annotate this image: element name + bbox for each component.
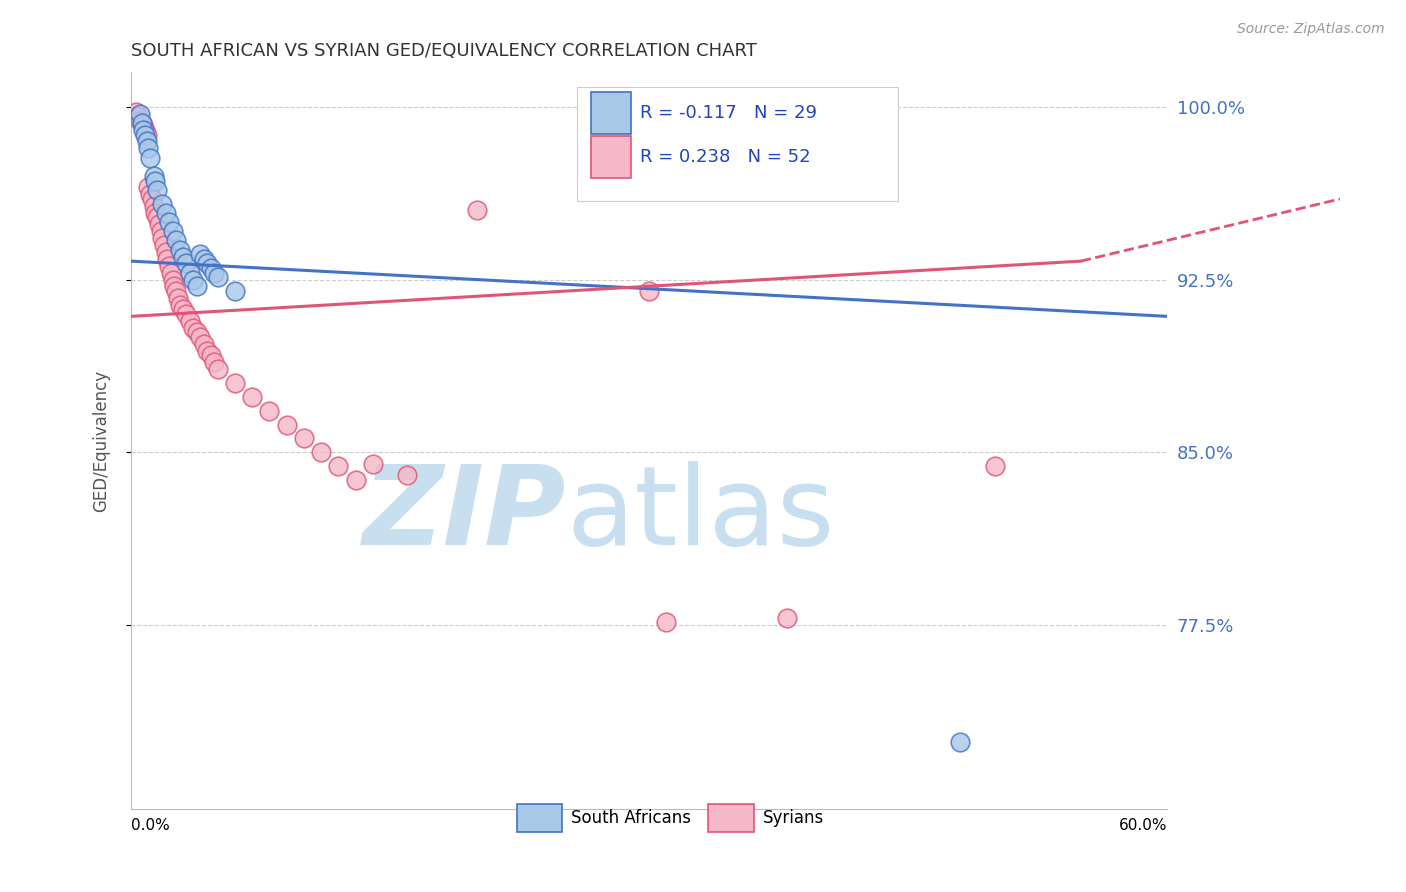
Point	[146, 183, 169, 197]
Point	[983, 458, 1005, 473]
Point	[165, 234, 187, 248]
Point	[186, 279, 208, 293]
Point	[949, 735, 972, 749]
Point	[155, 244, 177, 259]
Point	[188, 247, 211, 261]
Point	[162, 224, 184, 238]
Point	[638, 284, 661, 298]
Text: 0.0%: 0.0%	[131, 818, 170, 833]
Point	[127, 109, 149, 123]
Point	[193, 337, 215, 351]
Point	[143, 173, 166, 187]
Point	[155, 206, 177, 220]
Point	[166, 291, 188, 305]
Point	[172, 250, 194, 264]
FancyBboxPatch shape	[591, 136, 630, 178]
Point	[125, 104, 148, 119]
Point	[200, 260, 222, 275]
Point	[202, 355, 225, 369]
Y-axis label: GED/Equivalency: GED/Equivalency	[93, 369, 110, 512]
Point	[141, 192, 163, 206]
Point	[344, 473, 367, 487]
Point	[396, 468, 419, 483]
Point	[176, 256, 198, 270]
FancyBboxPatch shape	[576, 87, 898, 202]
Text: Syrians: Syrians	[763, 809, 824, 827]
Point	[156, 252, 179, 266]
Point	[148, 217, 170, 231]
Point	[207, 270, 229, 285]
Point	[655, 615, 678, 630]
Point	[146, 211, 169, 225]
Point	[465, 203, 488, 218]
Point	[224, 284, 246, 298]
Point	[776, 611, 799, 625]
Point	[328, 458, 350, 473]
Point	[139, 187, 162, 202]
FancyBboxPatch shape	[516, 804, 562, 831]
Point	[179, 314, 201, 328]
Point	[195, 256, 218, 270]
Text: South Africans: South Africans	[571, 809, 692, 827]
Point	[134, 123, 156, 137]
Point	[135, 128, 157, 142]
Point	[128, 107, 150, 121]
Point	[150, 231, 173, 245]
Point	[157, 215, 180, 229]
Point	[139, 151, 162, 165]
Point	[183, 321, 205, 335]
Point	[132, 123, 155, 137]
Point	[200, 349, 222, 363]
FancyBboxPatch shape	[709, 804, 754, 831]
Point	[259, 403, 281, 417]
Point	[131, 116, 153, 130]
Point	[195, 343, 218, 358]
Point	[163, 279, 186, 293]
Point	[240, 390, 263, 404]
Point	[132, 119, 155, 133]
Point	[142, 169, 165, 183]
Point	[202, 266, 225, 280]
Point	[149, 224, 172, 238]
Point	[150, 196, 173, 211]
Text: atlas: atlas	[567, 461, 835, 568]
Point	[128, 113, 150, 128]
Point	[188, 330, 211, 344]
Point	[134, 128, 156, 142]
Point	[135, 135, 157, 149]
Text: SOUTH AFRICAN VS SYRIAN GED/EQUIVALENCY CORRELATION CHART: SOUTH AFRICAN VS SYRIAN GED/EQUIVALENCY …	[131, 42, 756, 60]
Text: 60.0%: 60.0%	[1119, 818, 1167, 833]
Point	[292, 431, 315, 445]
Point	[138, 141, 160, 155]
Point	[183, 272, 205, 286]
Point	[361, 457, 384, 471]
Point	[162, 272, 184, 286]
Point	[169, 298, 191, 312]
Point	[131, 116, 153, 130]
Point	[165, 284, 187, 298]
Point	[169, 243, 191, 257]
Point	[176, 307, 198, 321]
Text: R = -0.117   N = 29: R = -0.117 N = 29	[640, 104, 817, 122]
Text: ZIP: ZIP	[363, 461, 567, 568]
Text: Source: ZipAtlas.com: Source: ZipAtlas.com	[1237, 22, 1385, 37]
Point	[207, 362, 229, 376]
Point	[142, 199, 165, 213]
FancyBboxPatch shape	[591, 92, 630, 134]
Point	[193, 252, 215, 266]
Point	[276, 417, 298, 432]
Point	[179, 266, 201, 280]
Point	[157, 259, 180, 273]
Point	[224, 376, 246, 390]
Point	[186, 326, 208, 340]
Text: R = 0.238   N = 52: R = 0.238 N = 52	[640, 148, 810, 166]
Point	[153, 238, 176, 252]
Point	[309, 445, 332, 459]
Point	[172, 302, 194, 317]
Point	[138, 180, 160, 194]
Point	[143, 206, 166, 220]
Point	[160, 266, 183, 280]
